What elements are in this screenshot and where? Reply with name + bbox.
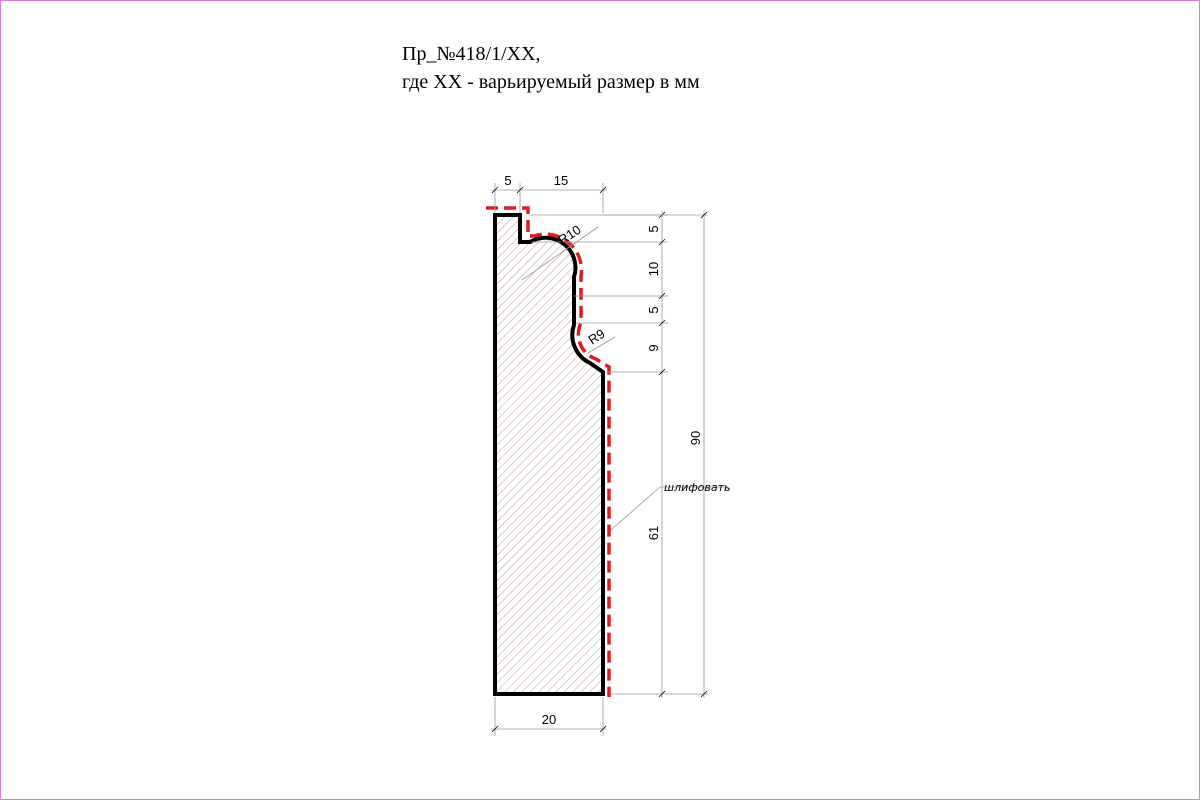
- bottom-dimension: [491, 697, 607, 736]
- dim-top-left: 5: [504, 173, 511, 188]
- radius-leaders: [521, 226, 616, 354]
- title-line-2: где XX - варьируемый размер в мм: [402, 71, 700, 93]
- dim-right-seg-4: 9: [646, 344, 661, 351]
- dim-right-seg-1: 5: [646, 225, 661, 232]
- drawing-title: Пр_№418/1/XX, где XX - варьируемый разме…: [402, 40, 700, 96]
- dim-right-seg-2: 10: [646, 262, 661, 276]
- dim-bottom-width: 20: [542, 712, 556, 727]
- dim-top-right: 15: [554, 173, 568, 188]
- dim-overall-height: 90: [688, 431, 703, 445]
- title-line-1: Пр_№418/1/XX,: [402, 43, 541, 65]
- sanding-note: шлифовать: [664, 481, 731, 494]
- right-segment-dimensions: [530, 211, 708, 698]
- sanding-leader: [610, 486, 728, 531]
- top-dimension: [491, 183, 607, 213]
- radius-bottom-label: R9: [585, 326, 607, 348]
- dim-right-seg-5: 61: [646, 526, 661, 540]
- profile-outline: [493, 213, 605, 696]
- profile-section-hatch: [495, 215, 603, 694]
- processed-edge-line: [486, 206, 611, 697]
- dim-right-seg-3: 5: [646, 306, 661, 313]
